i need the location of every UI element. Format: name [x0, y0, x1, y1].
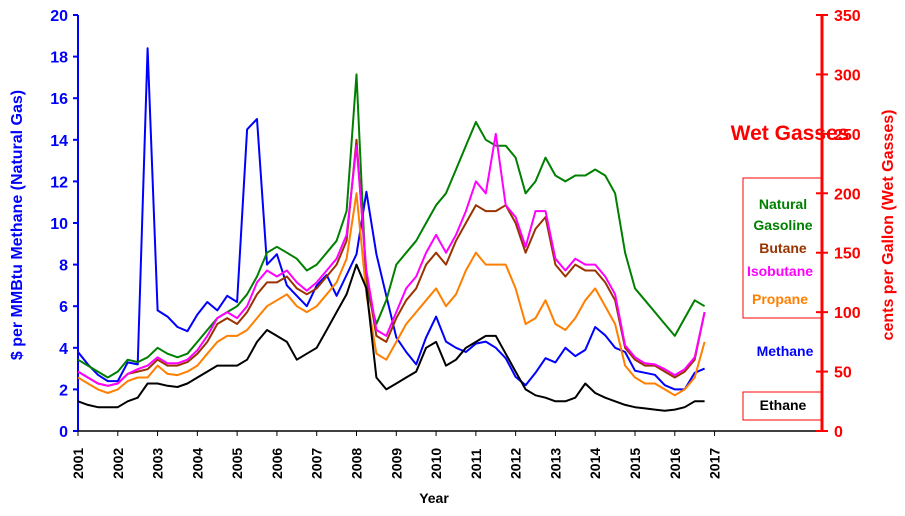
- x-tick-label: 2003: [150, 448, 166, 479]
- x-tick-label: 2009: [388, 448, 404, 479]
- legend-label: Isobutane: [746, 263, 814, 279]
- x-tick-label: 2013: [547, 448, 563, 479]
- x-tick-label: 2006: [269, 448, 285, 479]
- y-tick-label: 4: [59, 341, 68, 358]
- x-tick-label: 2007: [309, 448, 325, 479]
- x-axis-title: Year: [419, 490, 449, 506]
- y-tick-label: 6: [59, 299, 68, 316]
- y2-tick-label: 250: [834, 127, 861, 144]
- x-tick-label: 2012: [508, 448, 524, 479]
- x-tick-label: 2001: [70, 448, 86, 479]
- x-tick-label: 2010: [428, 448, 444, 479]
- y-tick-label: 14: [50, 133, 68, 150]
- series-line: [77, 192, 706, 397]
- y-tick-label: 0: [59, 424, 68, 441]
- y-tick-label: 16: [50, 91, 68, 108]
- y2-tick-label: 350: [834, 8, 861, 25]
- x-tick-label: 2015: [627, 448, 643, 479]
- x-tick-label: 2014: [587, 448, 603, 479]
- y2-tick-label: 150: [834, 246, 861, 263]
- x-tick-label: 2005: [229, 448, 245, 479]
- y2-tick-label: 50: [834, 365, 852, 382]
- y2-tick-label: 200: [834, 186, 861, 203]
- legend-label: Butane: [759, 240, 807, 256]
- x-tick-label: 2008: [349, 448, 365, 479]
- x-tick-label: 2004: [189, 448, 205, 479]
- y-tick-label: 20: [50, 8, 68, 25]
- y2-axis-title: cents per Gallon (Wet Gasses): [880, 110, 897, 341]
- y-tick-label: 12: [50, 174, 68, 191]
- legend-label: Ethane: [759, 397, 807, 413]
- legend-title: Wet Gasses: [731, 122, 850, 145]
- legend-label: Propane: [751, 291, 808, 307]
- y-axis-title: $ per MMBtu Methane (Natural Gas): [9, 90, 26, 360]
- y-tick-label: 2: [59, 382, 68, 399]
- series-line: [77, 138, 706, 387]
- y2-tick-label: 300: [834, 67, 861, 84]
- y-tick-label: 8: [59, 258, 68, 275]
- y-tick-label: 10: [50, 216, 68, 233]
- x-tick-label: 2017: [707, 448, 723, 479]
- series-line: [77, 263, 705, 412]
- x-tick-label: 2016: [667, 448, 683, 479]
- legend-label: Methane: [756, 343, 814, 359]
- legend-label: Natural Gasoline: [753, 196, 813, 233]
- x-tick-label: 2011: [468, 448, 484, 479]
- x-tick-label: 2002: [110, 448, 126, 479]
- y2-tick-label: 100: [834, 305, 861, 322]
- y-tick-label: 18: [50, 50, 68, 67]
- series-line: [77, 73, 706, 379]
- y2-tick-label: 0: [834, 424, 843, 441]
- series-line: [77, 132, 706, 387]
- series-line: [77, 47, 705, 391]
